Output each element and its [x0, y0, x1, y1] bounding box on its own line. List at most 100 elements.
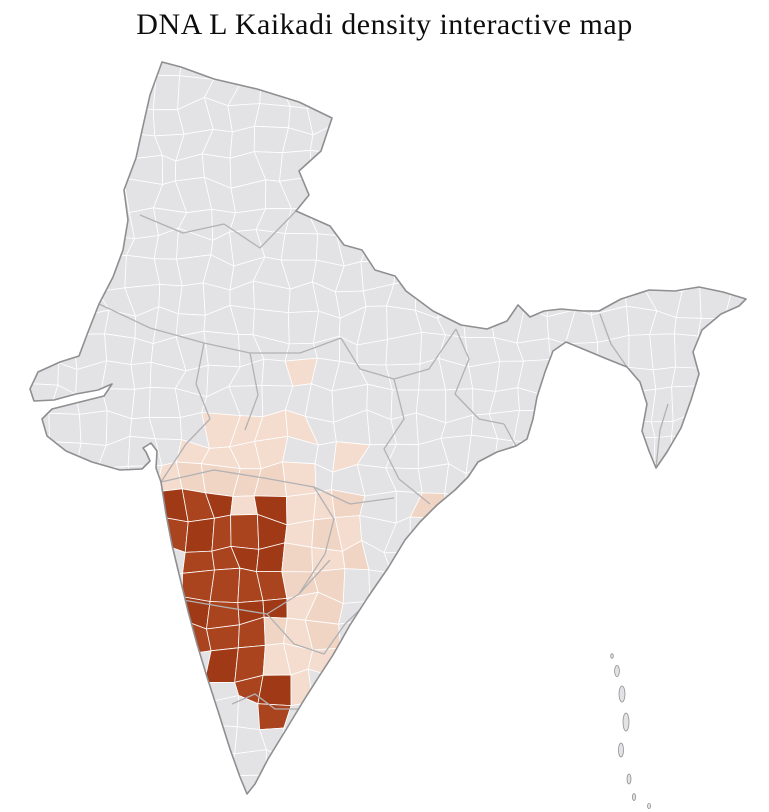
district-cell[interactable] [74, 593, 106, 631]
district-cell[interactable] [464, 779, 501, 805]
district-cell[interactable] [752, 0, 769, 29]
district-cell[interactable] [724, 592, 760, 620]
district-cell[interactable] [731, 487, 759, 528]
district-cell[interactable] [47, 201, 83, 235]
district-cell[interactable] [677, 99, 706, 136]
district-cell[interactable] [0, 495, 32, 525]
district-cell[interactable] [465, 565, 499, 605]
district-cell[interactable] [79, 410, 108, 446]
district-cell[interactable] [104, 775, 133, 809]
district-cell[interactable] [696, 566, 729, 594]
district-cell[interactable] [74, 621, 106, 651]
district-cell[interactable] [408, 595, 437, 628]
district-cell[interactable] [264, 27, 290, 56]
district-cell[interactable] [541, 600, 571, 625]
district-cell[interactable] [548, 255, 577, 292]
district-cell[interactable] [748, 231, 769, 262]
district-cell[interactable] [420, 754, 437, 778]
district-cell[interactable] [49, 750, 74, 784]
district-cell[interactable] [759, 521, 769, 553]
district-cell[interactable] [21, 461, 58, 498]
district-cell[interactable] [674, 174, 706, 207]
district-cell[interactable] [336, 22, 362, 54]
district-cell[interactable] [209, 567, 241, 603]
district-cell[interactable] [6, 229, 27, 259]
district-cell[interactable] [565, 364, 598, 391]
district-cell[interactable] [723, 676, 753, 710]
district-cell[interactable] [724, 539, 761, 568]
district-cell[interactable] [128, 54, 163, 76]
district-cell[interactable] [20, 722, 55, 758]
district-cell[interactable] [360, 47, 397, 83]
district-cell[interactable] [0, 775, 26, 804]
district-cell[interactable] [471, 25, 495, 54]
district-cell[interactable] [338, 600, 371, 625]
district-cell[interactable] [238, 50, 265, 85]
district-cell[interactable] [670, 807, 705, 812]
district-cell[interactable] [599, 802, 627, 812]
district-cell[interactable] [520, 750, 546, 775]
district-cell[interactable] [652, 0, 676, 30]
district-cell[interactable] [150, 651, 184, 678]
district-cell[interactable] [497, 149, 518, 190]
district-cell[interactable] [575, 673, 603, 708]
district-cell[interactable] [649, 202, 682, 237]
district-cell[interactable] [489, 101, 524, 135]
district-cell[interactable] [434, 158, 475, 186]
district-cell[interactable] [127, 726, 163, 760]
district-cell[interactable] [156, 728, 185, 761]
district-cell[interactable] [435, 99, 474, 136]
district-cell[interactable] [572, 153, 597, 186]
district-cell[interactable] [182, 748, 206, 783]
district-cell[interactable] [358, 7, 388, 33]
district-cell[interactable] [724, 368, 756, 387]
district-cell[interactable] [5, 617, 32, 652]
district-cell[interactable] [383, 807, 419, 812]
district-cell[interactable] [590, 565, 631, 599]
district-cell[interactable] [21, 644, 50, 680]
district-cell[interactable] [151, 800, 176, 812]
district-cell[interactable] [548, 461, 572, 496]
district-cell[interactable] [0, 543, 34, 572]
district-cell[interactable] [395, 227, 423, 261]
district-cell[interactable] [104, 333, 136, 366]
district-cell[interactable] [443, 518, 474, 550]
district-cell[interactable] [107, 669, 125, 702]
district-cell[interactable] [96, 465, 135, 498]
district-cell[interactable] [385, 752, 423, 783]
district-cell[interactable] [387, 24, 413, 50]
district-cell[interactable] [21, 258, 57, 294]
district-cell[interactable] [336, 153, 367, 186]
district-cell[interactable] [179, 49, 215, 80]
district-cell[interactable] [515, 669, 545, 709]
district-cell[interactable] [443, 669, 473, 707]
district-cell[interactable] [721, 101, 755, 133]
district-cell[interactable] [127, 800, 161, 812]
district-cell[interactable] [514, 75, 548, 109]
district-cell[interactable] [754, 447, 769, 471]
district-cell[interactable] [646, 775, 681, 807]
district-cell[interactable] [342, 174, 363, 214]
district-cell[interactable] [338, 776, 369, 811]
district-cell[interactable] [748, 650, 769, 679]
district-cell[interactable] [409, 149, 441, 188]
district-cell[interactable] [695, 201, 733, 235]
district-cell[interactable] [336, 7, 369, 33]
district-cell[interactable] [566, 597, 596, 626]
district-cell[interactable] [338, 619, 368, 651]
district-cell[interactable] [516, 0, 545, 31]
district-cell[interactable] [30, 602, 58, 627]
district-cell[interactable] [47, 126, 82, 152]
district-cell[interactable] [592, 490, 619, 524]
district-cell[interactable] [46, 525, 86, 552]
district-cell[interactable] [106, 20, 136, 55]
district-cell[interactable] [150, 777, 184, 804]
district-cell[interactable] [411, 677, 449, 698]
district-cell[interactable] [543, 806, 579, 812]
district-cell[interactable] [131, 776, 152, 803]
district-cell[interactable] [569, 385, 596, 417]
district-cell[interactable] [564, 341, 598, 368]
district-cell[interactable] [363, 752, 390, 783]
district-cell[interactable] [515, 130, 549, 162]
